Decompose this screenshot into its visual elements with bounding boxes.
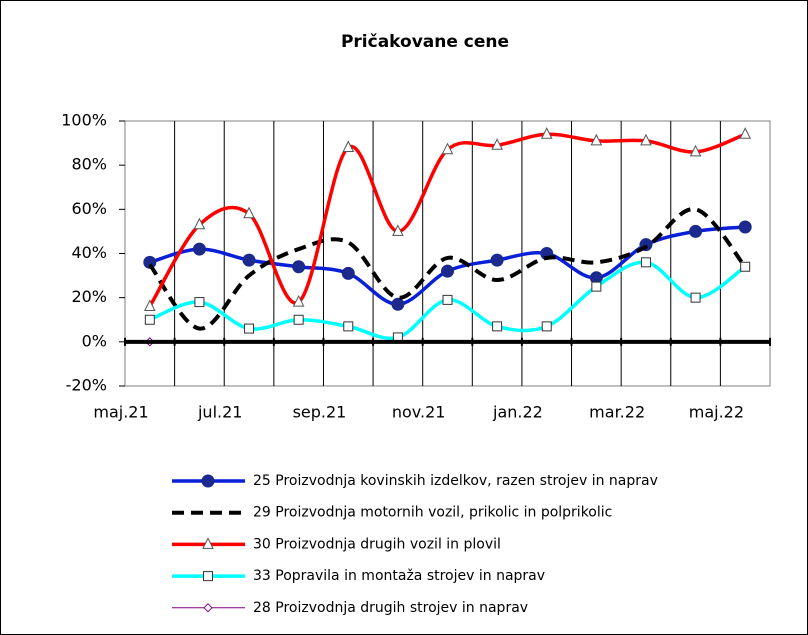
y-tick-label: 0% <box>82 331 107 350</box>
data-point <box>194 297 205 308</box>
y-tick-label: 80% <box>71 155 107 174</box>
legend-label: 30 Proizvodnja drugih vozil in plovil <box>253 536 501 552</box>
legend-marker <box>203 603 213 613</box>
x-tick-label: jul.21 <box>197 403 242 422</box>
data-point <box>392 224 404 236</box>
data-point <box>442 294 453 305</box>
data-point <box>391 297 405 311</box>
legend-label: 28 Proizvodnja drugih strojev in naprav <box>253 600 528 616</box>
data-point <box>192 242 206 256</box>
x-tick-label: mar.22 <box>589 403 645 422</box>
data-point <box>640 133 652 146</box>
data-point <box>292 260 306 274</box>
data-point <box>690 292 701 303</box>
y-tick-label: 20% <box>71 287 107 306</box>
data-point <box>242 253 256 267</box>
legend-label: 25 Proizvodnja kovinskih izdelkov, razen… <box>253 473 658 489</box>
series-line <box>148 207 747 331</box>
y-tick-label: 60% <box>71 199 107 218</box>
legend-marker <box>203 571 213 582</box>
data-point <box>143 299 156 311</box>
data-point <box>193 217 206 230</box>
legend-label: 33 Popravila in montaža strojev in napra… <box>253 568 545 584</box>
x-tick-label: maj.22 <box>689 403 744 422</box>
x-tick-label: jan.22 <box>492 403 543 422</box>
y-tick-label: 100% <box>61 111 107 130</box>
data-point <box>540 127 553 139</box>
x-tick-label: maj.21 <box>93 403 148 422</box>
data-point <box>689 224 703 238</box>
data-point <box>738 220 752 234</box>
data-point <box>490 253 504 267</box>
data-point <box>491 138 503 150</box>
y-tick-label: 40% <box>71 243 107 262</box>
data-point <box>739 127 752 139</box>
data-point <box>342 140 355 152</box>
data-point <box>292 294 305 307</box>
x-tick-label: sep.21 <box>293 403 347 422</box>
data-point <box>144 314 155 325</box>
data-point <box>740 261 751 272</box>
data-point <box>640 257 651 268</box>
data-point <box>541 321 552 332</box>
data-point <box>689 144 702 157</box>
data-point <box>591 281 602 292</box>
legend-marker <box>201 474 215 488</box>
data-point <box>343 321 354 332</box>
x-tick-label: nov.21 <box>392 403 446 422</box>
y-tick-label: -20% <box>66 376 107 395</box>
legend-marker <box>202 537 214 549</box>
legend-label: 29 Proizvodnja motornih vozil, prikolic … <box>253 505 612 521</box>
data-point <box>590 133 603 146</box>
data-point <box>492 321 503 332</box>
data-point <box>293 314 304 325</box>
data-point <box>243 206 255 219</box>
data-point <box>341 266 355 280</box>
data-point <box>441 142 454 155</box>
data-point <box>244 323 255 334</box>
data-point <box>441 264 454 278</box>
chart-title: Pričakovane cene <box>341 32 509 52</box>
